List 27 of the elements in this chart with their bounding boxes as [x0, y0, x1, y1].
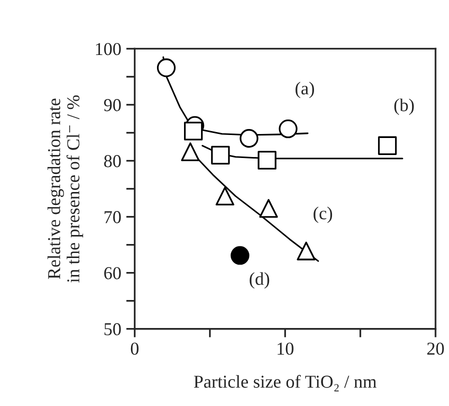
point	[230, 246, 250, 265]
point	[278, 120, 298, 138]
y-tick-label: 60	[104, 267, 121, 280]
y-tick-label: 80	[104, 155, 121, 168]
point	[258, 150, 276, 170]
point	[216, 186, 234, 206]
x-tick-label: 20	[427, 342, 444, 355]
point	[378, 136, 397, 155]
point	[296, 242, 316, 260]
series-label: (b)	[394, 98, 414, 115]
series-label: (d)	[250, 272, 270, 289]
y-tick-label: 90	[104, 99, 121, 112]
x-tick-label: 10	[278, 342, 294, 355]
point	[184, 122, 203, 140]
point	[156, 58, 176, 78]
x-tick-label: 0	[130, 342, 139, 355]
point	[211, 146, 230, 165]
point	[259, 199, 278, 218]
x-axis-title: Particle size of TiO₂ / nm	[194, 374, 377, 392]
series-label: (a)	[296, 82, 314, 98]
point	[181, 142, 200, 162]
y-axis-title: Relative degradation rate in the presence of Cl$^{−}$ / %	[48, 95, 84, 283]
point	[240, 129, 258, 148]
y-tick-label: 50	[104, 323, 121, 336]
y-tick-label: 70	[104, 211, 121, 224]
y-tick-label: 100	[96, 42, 121, 56]
series-label: (c)	[314, 206, 332, 224]
